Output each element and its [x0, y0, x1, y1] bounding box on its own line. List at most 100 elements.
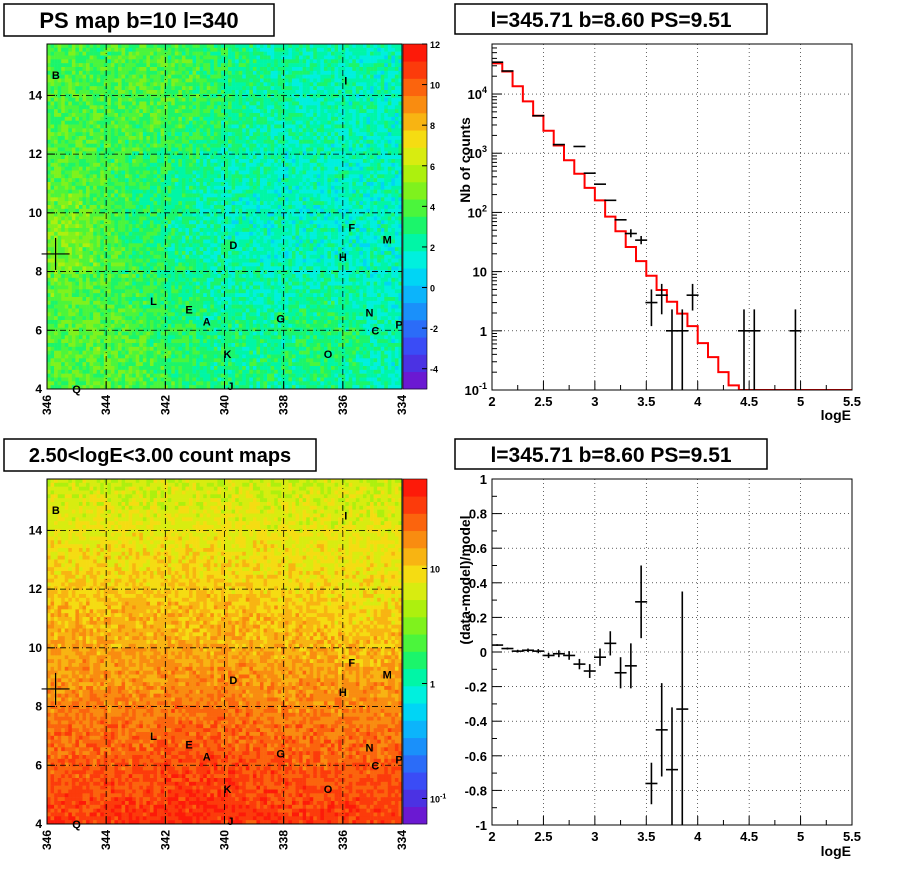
- heatmap-cell: [238, 147, 243, 152]
- heatmap-cell: [93, 55, 97, 60]
- heatmap-cell: [235, 63, 239, 68]
- heatmap-cell: [47, 47, 51, 52]
- heatmap-cell: [366, 132, 371, 137]
- heatmap-cell: [210, 124, 215, 129]
- heatmap-cell: [366, 82, 371, 87]
- heatmap-cell: [210, 105, 215, 110]
- heatmap-cell: [203, 120, 208, 125]
- heatmap-cell: [82, 105, 87, 110]
- heatmap-cell: [139, 70, 144, 75]
- heatmap-cell: [68, 178, 73, 183]
- heatmap-cell: [359, 201, 364, 206]
- heatmap-cell: [263, 166, 268, 171]
- heatmap-cell: [142, 109, 147, 114]
- heatmap-cell: [100, 208, 105, 213]
- heatmap-cell: [260, 67, 264, 72]
- heatmap-cell: [196, 67, 200, 72]
- heatmap-cell: [306, 159, 310, 164]
- heatmap-cell: [96, 224, 101, 229]
- heatmap-cell: [64, 139, 69, 144]
- heatmap-cell: [164, 155, 168, 160]
- heatmap-cell: [341, 143, 346, 148]
- heatmap-cell: [118, 182, 122, 187]
- heatmap-cell: [160, 109, 165, 114]
- heatmap-cell: [249, 78, 254, 83]
- heatmap-cell: [228, 182, 232, 187]
- heatmap-cell: [235, 113, 239, 118]
- heatmap-cell: [178, 47, 183, 52]
- heatmap-cell: [68, 101, 73, 106]
- heatmap-cell: [302, 166, 307, 171]
- heatmap-cell: [380, 67, 385, 72]
- heatmap-cell: [110, 147, 115, 152]
- heatmap-cell: [288, 101, 293, 106]
- heatmap-cell: [231, 197, 236, 202]
- heatmap-cell: [118, 78, 122, 83]
- heatmap-cell: [387, 189, 392, 194]
- heatmap-cell: [132, 74, 137, 79]
- heatmap-cell: [203, 55, 208, 60]
- heatmap-cell: [96, 63, 101, 68]
- heatmap-cell: [171, 208, 176, 213]
- heatmap-cell: [288, 216, 293, 221]
- heatmap-cell: [338, 193, 342, 198]
- heatmap-cell: [384, 74, 389, 79]
- heatmap-cell: [174, 166, 179, 171]
- heatmap-cell: [267, 44, 271, 49]
- heatmap-cell: [82, 197, 87, 202]
- heatmap-cell: [309, 185, 314, 190]
- heatmap-cell: [157, 44, 161, 49]
- heatmap-cell: [331, 101, 335, 106]
- heatmap-cell: [331, 212, 335, 217]
- heatmap-cell: [50, 82, 55, 87]
- heatmap-cell: [174, 93, 179, 98]
- heatmap-cell: [252, 55, 257, 60]
- heatmap-cell: [309, 105, 314, 110]
- heatmap-cell: [256, 155, 261, 160]
- heatmap-cell: [224, 78, 229, 83]
- heatmap-cell: [291, 197, 296, 202]
- heatmap-cell: [394, 224, 399, 229]
- heatmap-cell: [384, 86, 389, 91]
- heatmap-cell: [75, 116, 80, 121]
- heatmap-cell: [139, 170, 144, 175]
- heatmap-cell: [100, 109, 105, 114]
- heatmap-cell: [86, 59, 90, 64]
- heatmap-cell: [54, 170, 58, 175]
- heatmap-cell: [249, 174, 254, 179]
- heatmap-cell: [377, 74, 381, 79]
- heatmap-cell: [295, 132, 300, 137]
- heatmap-cell: [295, 44, 300, 49]
- heatmap-cell: [238, 220, 243, 225]
- heatmap-cell: [274, 170, 279, 175]
- heatmap-cell: [189, 143, 193, 148]
- heatmap-cell: [125, 51, 129, 56]
- heatmap-cell: [338, 67, 342, 72]
- heatmap-cell: [210, 166, 215, 171]
- heatmap-cell: [391, 193, 396, 198]
- heatmap-cell: [391, 109, 396, 114]
- heatmap-cell: [370, 101, 374, 106]
- heatmap-cell: [398, 228, 403, 233]
- heatmap-cell: [387, 224, 392, 229]
- heatmap-cell: [75, 47, 80, 52]
- heatmap-cell: [252, 70, 257, 75]
- heatmap-cell: [359, 67, 364, 72]
- heatmap-cell: [291, 193, 296, 198]
- heatmap-cell: [277, 90, 282, 95]
- heatmap-cell: [359, 63, 364, 68]
- heatmap-cell: [387, 143, 392, 148]
- heatmap-cell: [245, 124, 250, 129]
- heatmap-cell: [224, 101, 229, 106]
- heatmap-cell: [380, 47, 385, 52]
- heatmap-cell: [224, 51, 229, 56]
- heatmap-cell: [196, 143, 200, 148]
- heatmap-cell: [178, 101, 183, 106]
- heatmap-cell: [277, 113, 282, 118]
- heatmap-cell: [142, 124, 147, 129]
- heatmap-cell: [345, 120, 350, 125]
- heatmap-cell: [93, 109, 97, 114]
- heatmap-cell: [348, 116, 353, 121]
- heatmap-cell: [348, 166, 353, 171]
- heatmap-cell: [68, 93, 73, 98]
